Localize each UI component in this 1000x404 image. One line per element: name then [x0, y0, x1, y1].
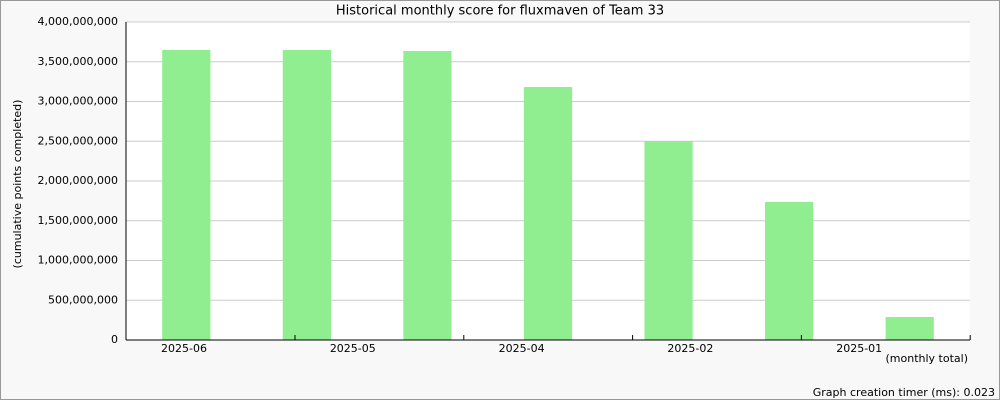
- y-tick-label: 4,000,000,000: [38, 15, 118, 28]
- y-tick-label: 500,000,000: [48, 293, 118, 306]
- bar: [162, 49, 211, 340]
- x-tick-label: 2025-04: [499, 342, 545, 355]
- y-tick-label: 1,000,000,000: [38, 254, 118, 267]
- footer: Graph creation timer (ms): 0.023: [813, 386, 995, 399]
- x-axis-title: (monthly total): [886, 352, 969, 365]
- y-tick-label: 0: [111, 333, 118, 346]
- x-tick-label: 2025-06: [161, 342, 207, 355]
- chart-title: Historical monthly score for fluxmaven o…: [336, 4, 664, 19]
- y-tick-label: 2,500,000,000: [38, 134, 118, 147]
- bar: [403, 51, 452, 340]
- y-axis-title: (cumulative points completed): [11, 100, 24, 269]
- y-tick-label: 2,000,000,000: [38, 174, 118, 187]
- y-tick-label: 3,500,000,000: [38, 55, 118, 68]
- y-tick-label: 3,000,000,000: [38, 95, 118, 108]
- y-tick-label: 1,500,000,000: [38, 214, 118, 227]
- bar: [523, 87, 573, 340]
- bar: [282, 49, 331, 340]
- bar: [765, 201, 814, 340]
- bar: [644, 141, 693, 340]
- x-tick-label: 2025-02: [667, 342, 713, 355]
- x-tick-label: 2025-01: [836, 342, 882, 355]
- x-tick-label: 2025-05: [330, 342, 376, 355]
- bar: [885, 317, 934, 340]
